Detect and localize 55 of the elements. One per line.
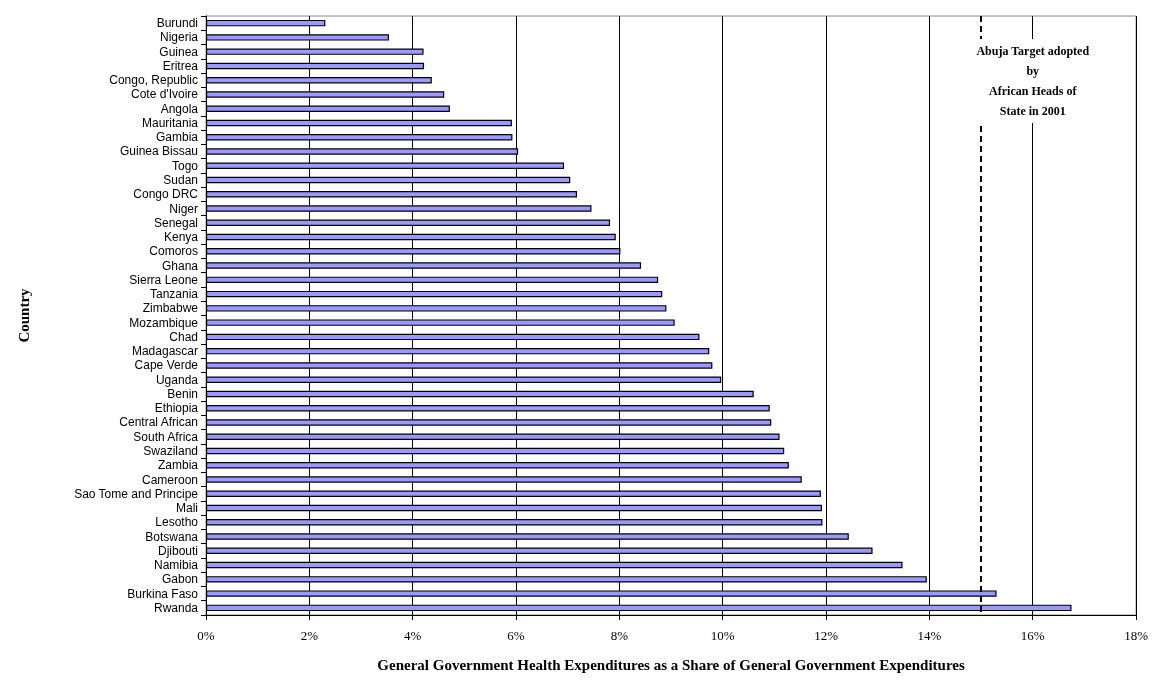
x-tick-label: 12% <box>814 628 839 643</box>
y-tick-label: Benin <box>167 386 198 401</box>
y-tick-label: Cape Verde <box>134 358 199 373</box>
y-tick-label: Senegal <box>153 215 198 230</box>
y-tick-label: Central African <box>119 415 198 430</box>
y-tick-label: Tanzania <box>149 287 199 302</box>
x-tick-label: 0% <box>197 628 215 643</box>
x-tick-label: 8% <box>610 628 629 643</box>
x-tick-label: 14% <box>917 628 942 643</box>
y-axis-title: Country <box>15 287 32 343</box>
y-tick-label: Cote d'Ivoire <box>131 87 199 102</box>
y-tick-label: Zimbabwe <box>142 301 199 316</box>
y-tick-label: Sao Tome and Principe <box>74 486 199 501</box>
y-tick-label: Burundi <box>156 16 198 31</box>
x-tick-label: 10% <box>710 628 735 643</box>
y-tick-label: Uganda <box>155 372 199 387</box>
y-tick-label: Sierra Leone <box>129 272 199 287</box>
y-tick-label: Zambia <box>157 458 199 473</box>
y-tick-label: Togo <box>171 158 199 173</box>
y-tick-label: Guinea Bissau <box>119 144 198 159</box>
y-tick-label: Ghana <box>161 258 199 273</box>
y-tick-label: Congo, Republic <box>109 73 198 88</box>
y-tick-label: Mozambique <box>129 315 199 330</box>
y-tick-label: Swaziland <box>143 443 198 458</box>
y-tick-label: South Africa <box>133 429 199 444</box>
y-tick-label: Madagascar <box>131 344 198 359</box>
y-tick-label: Gabon <box>161 572 198 587</box>
y-tick-label: Burkina Faso <box>127 586 199 601</box>
y-tick-label: Gambia <box>155 130 199 145</box>
x-axis-title: General Government Health Expenditures as a Share of General Government Expenditures <box>377 656 965 673</box>
y-tick-label: Angola <box>160 101 199 116</box>
ref-line-label: Abuja Target adopted by African Heads of State in 2001 <box>976 44 1090 118</box>
y-tick-label: Guinea <box>159 44 199 59</box>
x-tick-label: 6% <box>507 628 525 643</box>
y-tick-label: Mauritania <box>141 115 199 130</box>
x-tick-label: 4% <box>404 628 422 643</box>
y-tick-label: Chad <box>169 329 198 344</box>
y-tick-label: Ethiopia <box>154 401 199 416</box>
y-tick-label: Rwanda <box>153 600 199 615</box>
y-tick-label: Eritrea <box>162 58 199 73</box>
x-tick-label: 18% <box>1124 628 1149 643</box>
y-tick-label: Lesotho <box>155 515 199 530</box>
y-tick-label: Congo DRC <box>133 187 199 202</box>
y-tick-label: Comoros <box>149 244 198 259</box>
y-tick-label: Sudan <box>163 173 198 188</box>
y-tick-label: Nigeria <box>159 30 199 45</box>
y-tick-label: Mali <box>175 501 198 516</box>
y-tick-label: Cameroon <box>141 472 198 487</box>
y-tick-label: Djibouti <box>157 543 198 558</box>
y-tick-label: Niger <box>169 201 198 216</box>
x-tick-label: 16% <box>1020 628 1045 643</box>
y-tick-label: Namibia <box>153 558 199 573</box>
y-tick-label: Kenya <box>163 230 199 245</box>
x-tick-label: 2% <box>300 628 319 643</box>
y-tick-label: Botswana <box>145 529 199 544</box>
